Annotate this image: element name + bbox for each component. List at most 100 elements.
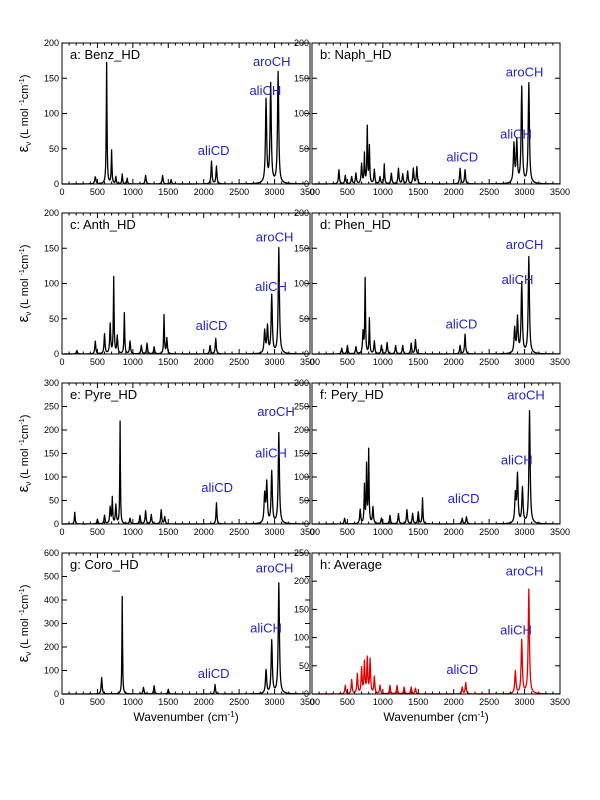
x-tick-label: 2500 (229, 697, 249, 707)
y-tick-label: 150 (294, 73, 309, 83)
x-tick-label: 2000 (194, 527, 214, 537)
y-tick-label: 50 (49, 496, 59, 506)
y-tick-label: 100 (44, 279, 59, 289)
y-tick-label: 0 (54, 519, 59, 529)
x-tick-label: 2500 (479, 357, 499, 367)
panel-title: e: Pyre_HD (70, 387, 137, 402)
band-label-alich: aliCH (255, 279, 287, 294)
y-tick-label: 100 (294, 472, 309, 482)
x-tick-label: 0 (59, 357, 64, 367)
y-tick-label: 0 (54, 349, 59, 359)
x-tick-label: 3500 (550, 527, 570, 537)
x-tick-label: 2000 (194, 357, 214, 367)
y-tick-label: 0 (304, 519, 309, 529)
spectrum-line (311, 588, 561, 695)
y-tick-label: 300 (44, 619, 59, 629)
x-tick-label: 2500 (229, 357, 249, 367)
x-tick-label: 1000 (123, 187, 143, 197)
y-tick-label: 100 (44, 109, 59, 119)
y-tick-label: 300 (294, 378, 309, 388)
x-tick-label: 500 (90, 697, 105, 707)
band-label-aroch: aroCH (506, 237, 544, 252)
panel-title: d: Phen_HD (320, 217, 391, 232)
panel-f: 0 500 1000 1500 2000 2500 3000 3500050100150200… (294, 378, 570, 537)
band-label-alicd: aliCD (201, 480, 233, 495)
y-tick-label: 150 (294, 243, 309, 253)
x-tick-label: 1500 (158, 527, 178, 537)
y-tick-label: 200 (44, 38, 59, 48)
x-tick-label: 1500 (158, 697, 178, 707)
x-tick-label: 3500 (550, 697, 570, 707)
y-tick-label: 200 (294, 38, 309, 48)
x-tick-label: 3000 (265, 697, 285, 707)
y-tick-label: 50 (299, 496, 309, 506)
y-tick-label: 500 (44, 572, 59, 582)
y-tick-label: 100 (294, 633, 309, 643)
y-axis-label: εν (L mol -1cm-1) (15, 75, 33, 153)
band-label-aroch: aroCH (256, 230, 294, 245)
x-tick-label: 1500 (158, 357, 178, 367)
y-tick-label: 200 (44, 208, 59, 218)
band-label-alich: aliCH (500, 127, 532, 142)
y-tick-label: 200 (294, 576, 309, 586)
y-tick-label: 0 (304, 349, 309, 359)
x-tick-label: 3000 (265, 527, 285, 537)
x-tick-label: 3500 (300, 187, 320, 197)
x-tick-label: 0 (309, 697, 314, 707)
x-tick-label: 1500 (158, 187, 178, 197)
x-tick-label: 2000 (444, 697, 464, 707)
band-label-alich: aliCH (502, 272, 534, 287)
y-tick-label: 400 (44, 595, 59, 605)
x-tick-label: 1000 (373, 357, 393, 367)
x-tick-label: 3000 (515, 527, 535, 537)
spectrum-line (61, 246, 311, 355)
y-tick-label: 200 (44, 425, 59, 435)
x-tick-label: 3000 (515, 187, 535, 197)
x-tick-label: 2500 (229, 527, 249, 537)
x-tick-label: 2000 (444, 527, 464, 537)
x-axis-label: Wavenumber (cm-1) (133, 710, 238, 724)
band-label-alicd: aliCD (196, 318, 228, 333)
y-tick-label: 50 (299, 661, 309, 671)
y-tick-label: 50 (49, 144, 59, 154)
band-label-alicd: aliCD (448, 491, 480, 506)
x-tick-label: 1000 (373, 697, 393, 707)
panel-title: a: Benz_HD (70, 47, 140, 62)
x-tick-label: 1000 (373, 527, 393, 537)
y-tick-label: 150 (44, 73, 59, 83)
y-tick-label: 100 (294, 109, 309, 119)
y-tick-label: 150 (294, 449, 309, 459)
spectrum-line (61, 420, 311, 525)
y-tick-label: 0 (54, 689, 59, 699)
y-tick-label: 250 (44, 402, 59, 412)
x-tick-label: 2500 (479, 187, 499, 197)
x-tick-label: 500 (90, 527, 105, 537)
panel-b: 0 500 1000 1500 2000 2500 3000 3500050100150200… (294, 38, 570, 197)
x-tick-label: 2000 (444, 187, 464, 197)
x-tick-label: 2000 (194, 697, 214, 707)
x-tick-label: 500 (340, 357, 355, 367)
panel-e: 0 500 1000 1500 2000 2500 3000 3500050100150200… (15, 378, 320, 537)
panel-title: f: Pery_HD (320, 387, 384, 402)
y-tick-label: 0 (54, 179, 59, 189)
x-tick-label: 3500 (300, 697, 320, 707)
x-tick-label: 1500 (408, 357, 428, 367)
x-tick-label: 0 (309, 357, 314, 367)
x-axis-label: Wavenumber (cm-1) (383, 710, 488, 724)
band-label-alicd: aliCD (446, 149, 478, 164)
y-tick-label: 300 (44, 378, 59, 388)
y-tick-label: 0 (304, 179, 309, 189)
band-label-alich: aliCH (250, 620, 282, 635)
x-tick-label: 3000 (265, 187, 285, 197)
x-tick-label: 2000 (444, 357, 464, 367)
panel-h: 0 500 1000 1500 2000 2500 3000 3500050100150200… (294, 548, 570, 724)
x-tick-label: 1500 (408, 187, 428, 197)
band-label-alicd: aliCD (198, 666, 230, 681)
band-label-alicd: aliCD (446, 662, 478, 677)
panel-title: g: Coro_HD (70, 557, 139, 572)
band-label-alich: aliCH (255, 446, 287, 461)
x-tick-label: 0 (59, 527, 64, 537)
x-tick-label: 1000 (373, 187, 393, 197)
x-tick-label: 3500 (300, 357, 320, 367)
